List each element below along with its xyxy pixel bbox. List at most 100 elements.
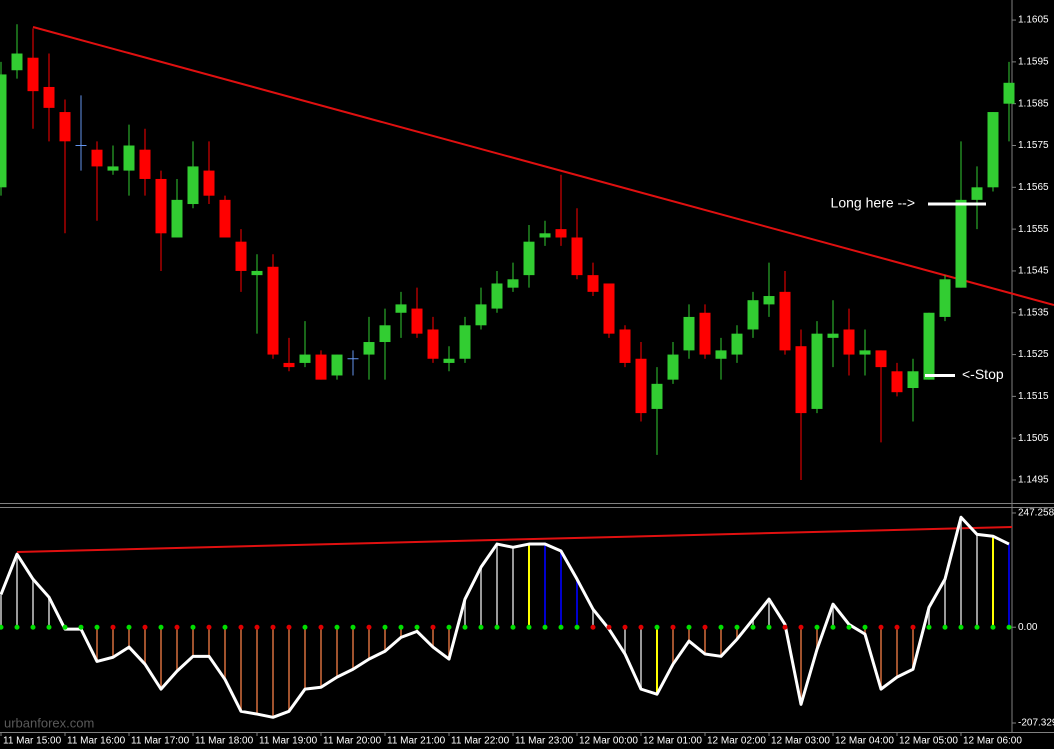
signal-dot (798, 624, 804, 630)
signal-dot (830, 624, 836, 630)
x-tick-label: 12 Mar 02:00 (707, 736, 766, 747)
histogram-bar (352, 627, 354, 670)
histogram-bar (688, 627, 690, 642)
candle-body (123, 145, 135, 171)
signal-dot (334, 624, 340, 630)
candle-body (907, 371, 919, 389)
candle-body (283, 362, 295, 368)
candle-body (107, 166, 119, 171)
histogram-bar (320, 627, 322, 688)
frame (0, 0, 1054, 733)
signal-dot (206, 624, 212, 630)
x-tick-label: 12 Mar 05:00 (899, 736, 958, 747)
signal-dot (14, 624, 20, 630)
candle-body (27, 57, 39, 92)
candle-body (171, 199, 183, 238)
signal-dot (46, 624, 52, 630)
signal-dot (878, 624, 884, 630)
candle-body (11, 53, 23, 71)
annotation-label: <-Stop (962, 366, 1004, 382)
candle-body (603, 283, 615, 334)
signal-dot (862, 624, 868, 630)
signal-dot (542, 624, 548, 630)
indicator-line (0, 515, 1010, 719)
histogram-bar (928, 607, 930, 628)
candle-body (987, 112, 999, 188)
candle-body (219, 199, 231, 238)
y-tick-label: -207.3295 (1018, 718, 1054, 729)
signal-dot (318, 624, 324, 630)
candle-body (155, 178, 167, 234)
candle-body (619, 329, 631, 363)
watermark: urbanforex.com (4, 715, 94, 730)
histogram-bar (304, 627, 306, 690)
histogram-bar (160, 627, 162, 690)
candle-body (427, 329, 439, 359)
candle-body (763, 296, 775, 305)
candle-body (795, 346, 807, 414)
histogram-bar (16, 554, 18, 628)
candle-body (843, 329, 855, 355)
histogram-bar (656, 627, 658, 695)
candle-body (59, 112, 71, 142)
signal-dot (430, 624, 436, 630)
histogram-bar (288, 627, 290, 712)
y-tick-label: 1.1545 (1018, 266, 1049, 277)
signal-dot (766, 624, 772, 630)
y-tick-label: 1.1575 (1018, 140, 1049, 151)
signal-dot (974, 624, 980, 630)
signal-dot (1006, 624, 1012, 630)
signal-dot (606, 624, 612, 630)
histogram-bar (192, 627, 194, 657)
histogram-bar (992, 536, 994, 628)
histogram-bar (128, 627, 130, 648)
candle-body (971, 187, 983, 200)
candle-body (827, 333, 839, 338)
signal-dot (126, 624, 132, 630)
candle-body (715, 350, 727, 359)
candle-body (635, 358, 647, 414)
histogram-bar (432, 627, 434, 648)
candle-body (811, 333, 823, 409)
candle-body (491, 283, 503, 309)
candle-body (523, 241, 535, 276)
signal-dot (270, 624, 276, 630)
histogram-bar (944, 579, 946, 628)
signal-dot (382, 624, 388, 630)
y-tick-label: 1.1505 (1018, 433, 1049, 444)
histogram-bar (800, 627, 802, 705)
histogram-bar (976, 534, 978, 628)
x-tick-label: 11 Mar 21:00 (387, 736, 446, 747)
signal-dot (62, 624, 68, 630)
histogram-bar (512, 547, 514, 628)
candle-body (187, 166, 199, 205)
x-tick-label: 11 Mar 19:00 (259, 736, 318, 747)
histogram-bar (672, 627, 674, 665)
signal-dot (286, 624, 292, 630)
candle-body (555, 229, 567, 238)
candle-body (43, 86, 55, 108)
signal-dot (478, 624, 484, 630)
y-tick-label: 247.2589 (1018, 508, 1054, 519)
signal-dot (174, 624, 180, 630)
candle-body (331, 354, 343, 376)
histogram-bar (48, 597, 50, 628)
signal-dot (158, 624, 164, 630)
y-tick-label: 0.00 (1018, 622, 1038, 633)
histogram-bar (224, 627, 226, 680)
signal-dot (414, 624, 420, 630)
histogram-bar (464, 599, 466, 628)
candle-body (587, 275, 599, 292)
candle-body (475, 304, 487, 326)
histogram-bar (144, 627, 146, 665)
candle-body (267, 266, 279, 355)
histogram-bar (272, 627, 274, 718)
signal-dot (494, 624, 500, 630)
signal-dot (926, 624, 932, 630)
histogram-bar (448, 627, 450, 660)
histogram-bar (480, 567, 482, 628)
y-tick-label: 1.1555 (1018, 224, 1049, 235)
candle-body (315, 354, 327, 380)
signal-dot (190, 624, 196, 630)
